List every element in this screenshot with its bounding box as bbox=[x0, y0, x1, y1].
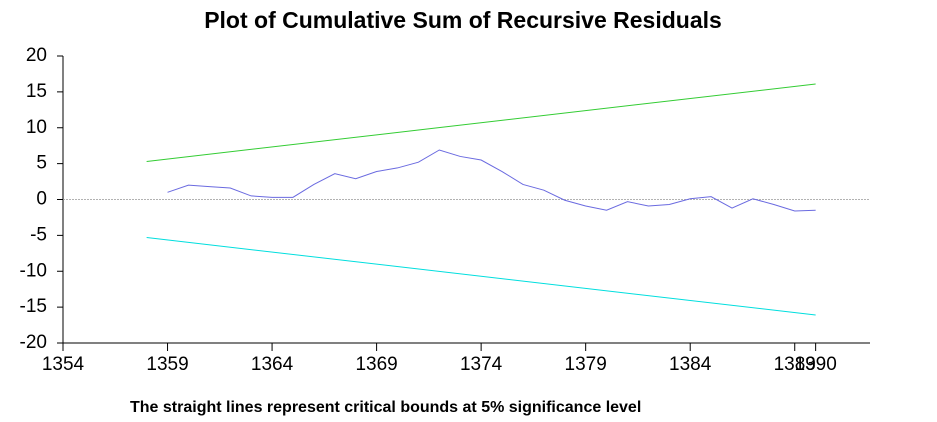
x-tick-label: 1389 bbox=[774, 354, 816, 375]
y-tick-label: 15 bbox=[26, 81, 47, 102]
y-tick-label: 5 bbox=[36, 153, 47, 174]
y-tick-label: 20 bbox=[26, 45, 47, 66]
bound-line bbox=[146, 237, 816, 316]
y-tick-label: -10 bbox=[20, 260, 47, 281]
footnote: The straight lines represent critical bo… bbox=[130, 399, 641, 416]
chart-title: Plot of Cumulative Sum of Recursive Resi… bbox=[204, 7, 722, 33]
y-tick-label: 10 bbox=[26, 117, 47, 138]
x-tick-label: 1354 bbox=[42, 354, 85, 375]
x-tick-label: 1384 bbox=[669, 354, 712, 375]
series-line bbox=[167, 149, 816, 212]
x-tick-label: 1369 bbox=[355, 354, 397, 375]
bound-line bbox=[146, 83, 816, 162]
y-tick-label: 0 bbox=[36, 189, 47, 210]
y-tick-label: -15 bbox=[20, 296, 47, 317]
y-tick-label: -5 bbox=[30, 224, 47, 245]
x-tick-label: 1374 bbox=[460, 354, 503, 375]
x-tick-label: 1379 bbox=[565, 354, 607, 375]
y-tick-label: -20 bbox=[20, 332, 47, 353]
x-tick-label: 1359 bbox=[146, 354, 188, 375]
x-tick-label: 1364 bbox=[251, 354, 294, 375]
x-tick-label: 1390 bbox=[795, 354, 837, 375]
